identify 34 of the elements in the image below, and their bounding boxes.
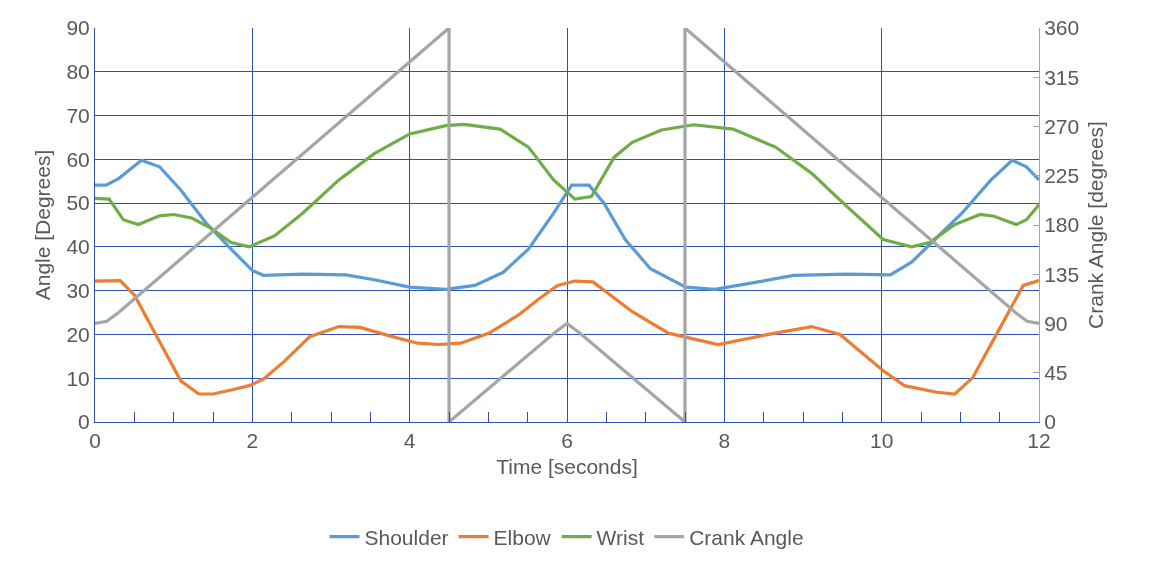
line-series (95, 122, 1039, 249)
y2-tick-label: 270 (1044, 114, 1080, 138)
line-series (95, 279, 1039, 396)
y2-tick-label: 315 (1044, 65, 1080, 89)
y2-tick-label: 45 (1044, 361, 1068, 385)
y-tick-label: 0 (78, 410, 90, 434)
y-tick-label: 10 (66, 366, 90, 390)
y2-tick-label: 90 (1044, 311, 1068, 335)
x-tick-label: 10 (869, 429, 894, 453)
x-axis-title: Time [seconds] (496, 455, 638, 479)
y-axis-title: Angle [Degrees] (30, 149, 54, 301)
x-tick-label: 8 (718, 429, 731, 453)
y-tick-label: 80 (66, 60, 90, 84)
y-tick-label: 40 (66, 235, 90, 259)
y-tick-label: 60 (66, 147, 90, 171)
y-tick-label: 20 (66, 322, 90, 346)
legend-label: Elbow (493, 525, 552, 549)
y2-tick-label: 135 (1044, 262, 1080, 286)
line-series (95, 158, 1039, 291)
line-series (95, 28, 1039, 422)
x-tick-label: 4 (403, 429, 416, 453)
legend-label: Shoulder (364, 525, 449, 549)
legend-label: Crank Angle (689, 525, 804, 549)
y-tick-label: 30 (66, 279, 90, 303)
y2-tick-label: 225 (1044, 164, 1080, 188)
y2-tick-label: 360 (1044, 16, 1080, 40)
legend-label: Wrist (596, 525, 645, 549)
x-tick-label: 2 (246, 429, 259, 453)
x-tick-label: 6 (561, 429, 573, 453)
y2-axis-title: Crank Angle [degrees] (1084, 121, 1108, 329)
y-tick-label: 90 (66, 16, 90, 40)
y-tick-label: 50 (66, 191, 90, 215)
y2-tick-label: 180 (1044, 213, 1080, 237)
y-tick-label: 70 (66, 103, 90, 127)
